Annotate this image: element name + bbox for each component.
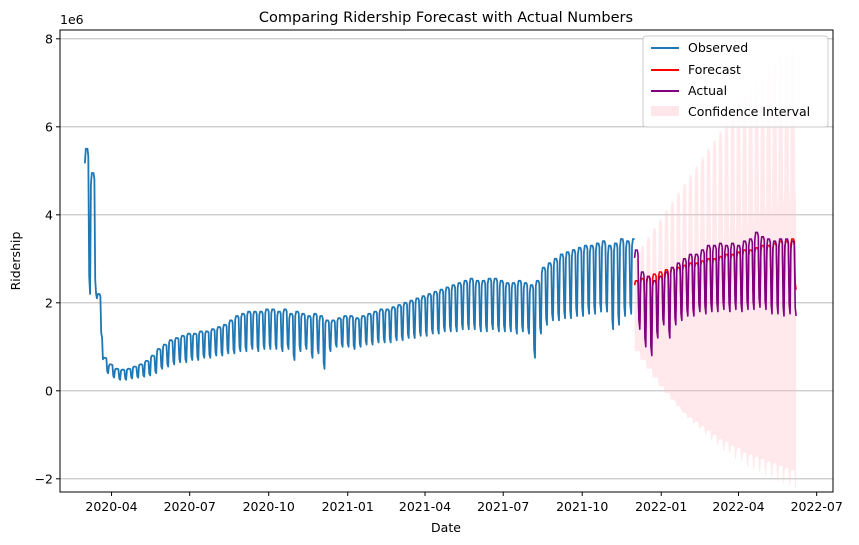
y-offset-label: 1e6 xyxy=(60,12,84,27)
x-tick-label: 2021-04 xyxy=(399,499,451,514)
x-tick-label: 2020-10 xyxy=(243,499,295,514)
confidence-interval-band xyxy=(634,47,797,490)
plot-frame xyxy=(59,29,834,493)
y-tick-label: 8 xyxy=(45,31,53,46)
y-tick-label: 4 xyxy=(45,207,53,222)
horizontal-grid xyxy=(60,38,833,480)
x-tick-label: 2021-07 xyxy=(477,499,529,514)
x-tick-label: 2022-04 xyxy=(712,499,764,514)
series-line-actual xyxy=(633,231,797,357)
y-axis: −2 0 2 4 6 8 xyxy=(35,31,60,486)
legend-swatch-confidence xyxy=(651,106,679,116)
x-tick-label: 2021-10 xyxy=(556,499,608,514)
x-tick-label: 2020-04 xyxy=(85,499,137,514)
confidence-interval-area xyxy=(634,47,797,490)
x-tick-label: 2020-07 xyxy=(164,499,216,514)
y-tick-label: 2 xyxy=(45,295,53,310)
x-axis-label: Date xyxy=(431,520,461,535)
y-tick-label: 0 xyxy=(45,383,53,398)
y-tick-label: −2 xyxy=(35,471,53,486)
legend-label-forecast: Forecast xyxy=(688,62,741,77)
x-axis: 2020-04 2020-07 2020-10 2021-01 2021-04 2021-… xyxy=(85,492,843,514)
series-line-forecast xyxy=(633,238,797,326)
legend: Observed Forecast Actual Confidence Inte… xyxy=(642,35,829,128)
series-line-observed xyxy=(84,147,635,381)
chart-title: Comparing Ridership Forecast with Actual… xyxy=(259,10,633,26)
y-axis-label: Ridership xyxy=(8,232,23,291)
x-tick-label: 2022-01 xyxy=(635,499,687,514)
series-lines xyxy=(84,147,797,381)
legend-label-confidence: Confidence Interval xyxy=(688,104,810,119)
x-tick-label: 2022-07 xyxy=(791,499,843,514)
legend-label-observed: Observed xyxy=(688,40,748,55)
y-tick-label: 6 xyxy=(45,119,53,134)
legend-box xyxy=(642,35,829,128)
x-tick-label: 2021-01 xyxy=(322,499,374,514)
legend-label-actual: Actual xyxy=(688,83,727,98)
